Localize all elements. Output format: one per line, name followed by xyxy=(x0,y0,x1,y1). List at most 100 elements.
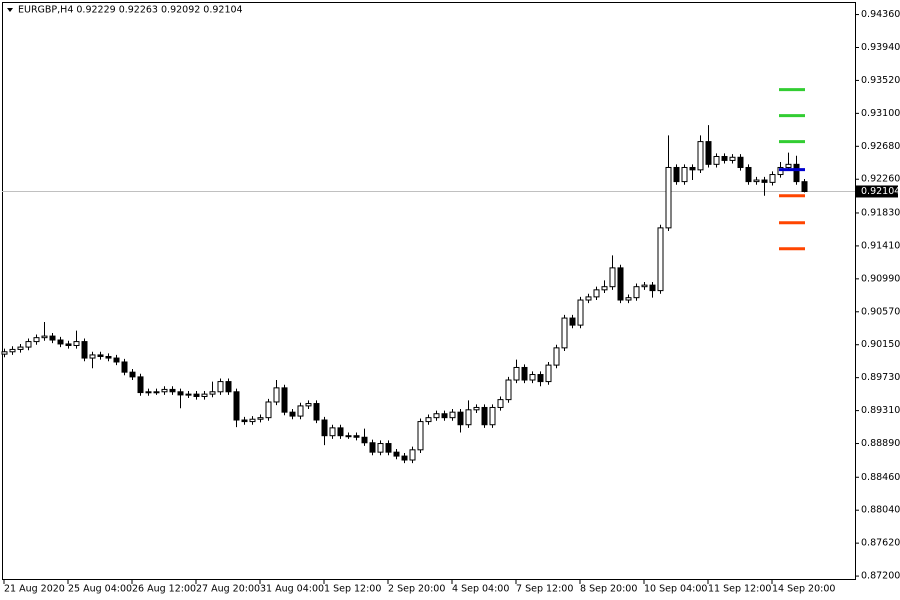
x-tick-label: 26 Aug 12:00 xyxy=(132,584,196,595)
candle-body xyxy=(425,417,432,423)
candle-body xyxy=(201,393,208,397)
candle-body xyxy=(481,406,488,426)
candle-body xyxy=(81,341,88,359)
candle-body xyxy=(737,156,744,168)
candle-body xyxy=(273,387,280,403)
candle-body xyxy=(665,166,672,229)
candle-body xyxy=(305,403,312,407)
candle-body xyxy=(545,364,552,383)
candle-body xyxy=(49,335,56,341)
x-tick-label: 10 Sep 04:00 xyxy=(644,584,707,595)
candle-body xyxy=(465,409,472,426)
candle-body xyxy=(225,381,232,393)
menu-arrow[interactable] xyxy=(7,8,13,12)
candle-body xyxy=(169,388,176,393)
last-price-box xyxy=(856,185,898,198)
candle-body xyxy=(321,419,328,437)
candle-body xyxy=(89,354,96,359)
candle-body xyxy=(689,166,696,171)
x-tick-label: 11 Sep 12:00 xyxy=(708,584,771,595)
candle-body xyxy=(529,374,536,381)
candle-body xyxy=(729,156,736,161)
candle-body xyxy=(441,413,448,419)
candle-body xyxy=(593,289,600,298)
candle-body xyxy=(497,399,504,408)
x-tick-label: 7 Sep 12:00 xyxy=(516,584,573,595)
candle-body xyxy=(41,335,48,339)
candle-body xyxy=(217,381,224,393)
x-tick-label: 31 Aug 04:00 xyxy=(260,584,324,595)
candle-body xyxy=(25,341,32,348)
candle-body xyxy=(249,418,256,423)
candle-body xyxy=(769,174,776,183)
candle-body xyxy=(785,163,792,168)
candle-body xyxy=(281,387,288,413)
candle-body xyxy=(713,155,720,165)
candle-body xyxy=(233,391,240,421)
y-tick-label: 0.92680 xyxy=(861,141,900,152)
candle-body xyxy=(569,317,576,326)
candle-body xyxy=(385,443,392,453)
candle-body xyxy=(145,391,152,394)
candle-body xyxy=(433,413,440,419)
candle-body xyxy=(177,391,184,396)
candle-body xyxy=(761,179,768,183)
candle-body xyxy=(137,376,144,394)
candle-body xyxy=(1,351,8,355)
y-tick-label: 0.90570 xyxy=(861,306,900,317)
candle-body xyxy=(353,435,360,438)
candle-body xyxy=(617,267,624,301)
y-tick-label: 0.90150 xyxy=(861,339,900,350)
y-tick-label: 0.87620 xyxy=(861,538,900,549)
y-tick-label: 0.93100 xyxy=(861,108,900,119)
candle-body xyxy=(577,299,584,326)
y-tick-label: 0.88460 xyxy=(861,472,900,483)
candle-body xyxy=(553,347,560,366)
y-tick-label: 0.91410 xyxy=(861,240,900,251)
candle-body xyxy=(97,354,104,357)
candle-body xyxy=(721,155,728,161)
candle-body xyxy=(377,443,384,453)
candle-body xyxy=(289,411,296,417)
y-tick-label: 0.94360 xyxy=(861,9,900,20)
candle-body xyxy=(65,343,72,347)
y-tick-label: 0.93520 xyxy=(861,75,900,86)
candle-body xyxy=(673,166,680,183)
candle-body xyxy=(457,411,464,426)
candle-body xyxy=(257,417,264,420)
y-tick-label: 0.93940 xyxy=(861,42,900,53)
candle-body xyxy=(409,449,416,461)
plot-frame xyxy=(2,2,856,580)
candle-body xyxy=(17,346,24,350)
candle-body xyxy=(313,403,320,421)
last-price-label: 0.92104 xyxy=(861,186,900,197)
candle-body xyxy=(625,297,632,301)
x-tick-label: 4 Sep 04:00 xyxy=(452,584,509,595)
candle-body xyxy=(489,406,496,426)
candle-body xyxy=(369,442,376,453)
y-tick-label: 0.90990 xyxy=(861,273,900,284)
candle-body xyxy=(73,341,80,347)
candle-body xyxy=(537,374,544,383)
y-tick-label: 0.89730 xyxy=(861,372,900,383)
candle-body xyxy=(113,357,120,363)
candle-body xyxy=(705,141,712,165)
candle-body xyxy=(753,179,760,183)
candle-body xyxy=(793,163,800,183)
y-tick-label: 0.91830 xyxy=(861,207,900,218)
y-tick-label: 0.92260 xyxy=(861,174,900,185)
candle-body xyxy=(393,451,400,457)
candle-body xyxy=(745,166,752,183)
candle-body xyxy=(601,286,608,291)
candle-body xyxy=(121,361,128,373)
candle-body xyxy=(561,317,568,349)
candle-body xyxy=(633,286,640,299)
candle-body xyxy=(297,405,304,417)
candle-body xyxy=(361,436,368,444)
x-tick-label: 2 Sep 20:00 xyxy=(388,584,445,595)
x-tick-label: 8 Sep 20:00 xyxy=(580,584,637,595)
candle-body xyxy=(585,296,592,301)
candle-body xyxy=(609,267,616,288)
candle-body xyxy=(801,181,808,192)
